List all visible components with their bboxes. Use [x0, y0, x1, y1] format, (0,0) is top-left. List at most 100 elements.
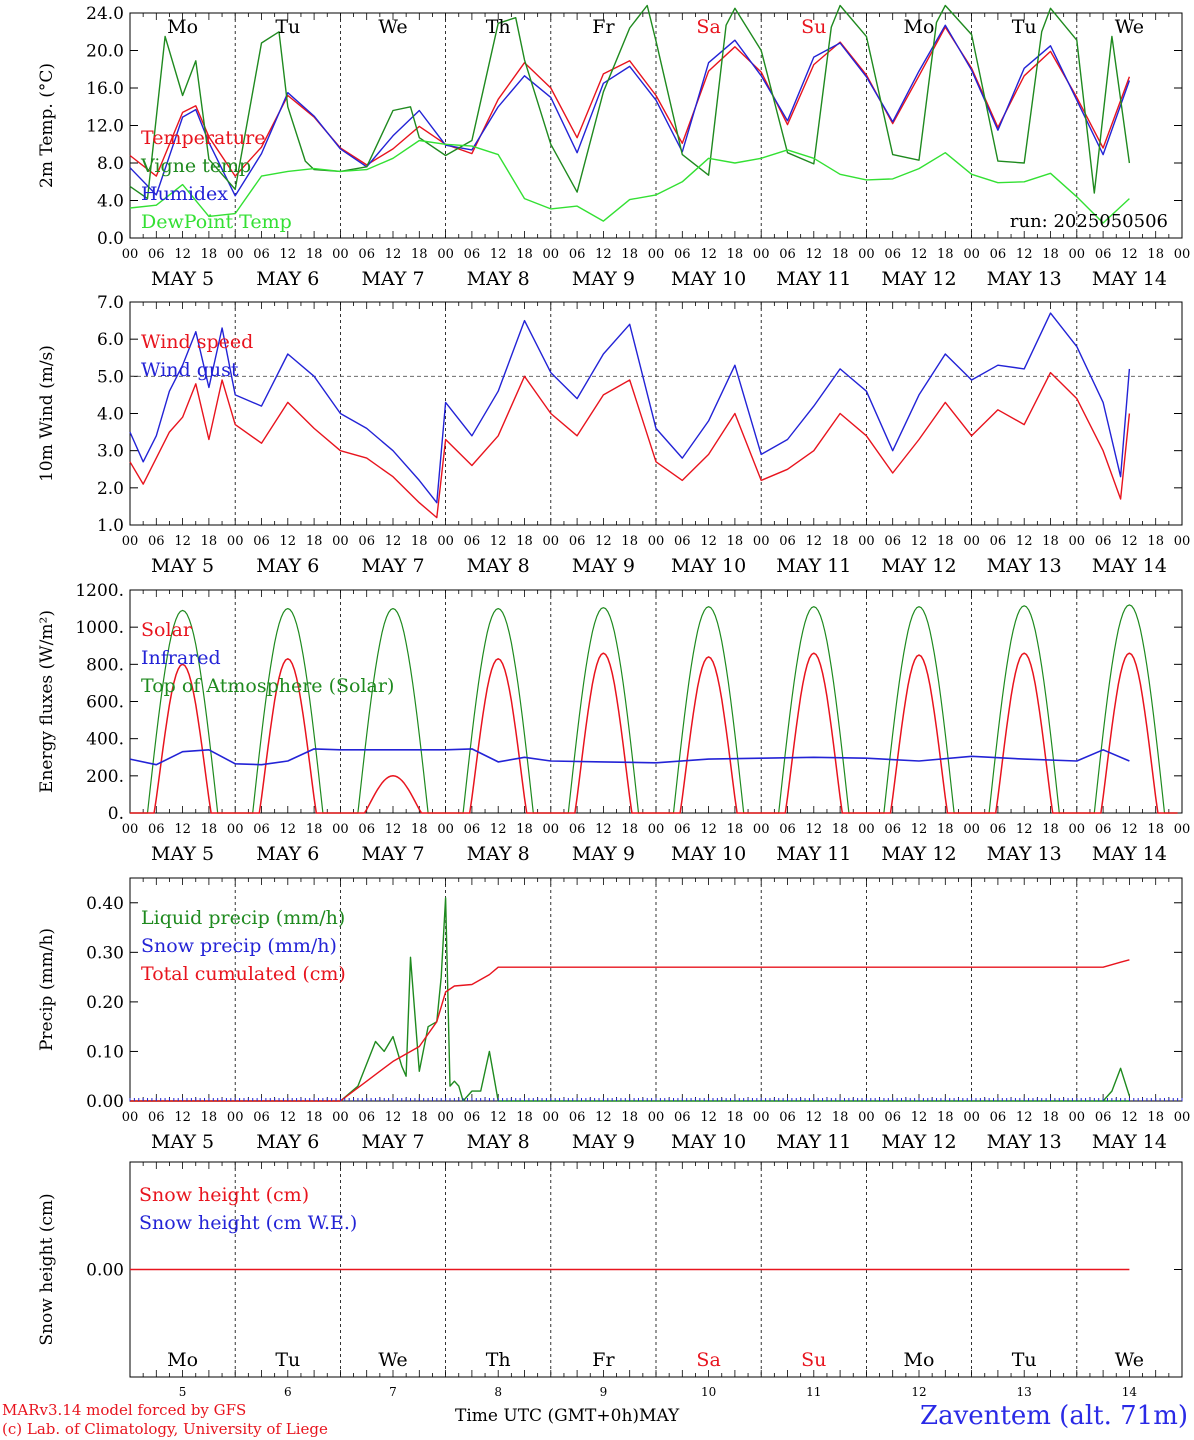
hour-tick-label: 12 [280, 822, 297, 837]
hour-tick-label: 06 [569, 247, 586, 262]
hour-tick-label: 06 [253, 247, 270, 262]
hour-tick-label: 12 [1121, 247, 1138, 262]
y-tick-label: 7.0 [97, 293, 124, 313]
hour-tick-label: 12 [385, 1110, 402, 1125]
legend-entry: Vigne temp [140, 155, 251, 177]
date-label: MAY 14 [1092, 1131, 1167, 1153]
hour-tick-label: 12 [280, 1110, 297, 1125]
hour-tick-label: 18 [201, 534, 218, 549]
hour-tick-label: 12 [490, 534, 507, 549]
day-number-label: 13 [1017, 1385, 1032, 1399]
hour-tick-label: 06 [674, 247, 691, 262]
hour-tick-label: 06 [464, 534, 481, 549]
hour-tick-label: 12 [1121, 534, 1138, 549]
hour-tick-label: 18 [727, 534, 744, 549]
hour-tick-label: 06 [148, 247, 165, 262]
hour-tick-label: 12 [1016, 534, 1033, 549]
date-label: MAY 5 [151, 843, 214, 865]
date-label: MAY 6 [256, 843, 319, 865]
hour-tick-label: 06 [990, 534, 1007, 549]
day-number-label: 10 [701, 1385, 716, 1399]
hour-tick-label: 18 [1147, 247, 1164, 262]
hour-tick-label: 00 [858, 247, 875, 262]
series-wind-speed [129, 371, 1131, 519]
hour-tick-label: 18 [727, 1110, 744, 1125]
date-label: MAY 5 [151, 1131, 214, 1153]
hour-tick-label: 12 [806, 534, 823, 549]
weekday-label: Mo [904, 1349, 935, 1371]
date-label: MAY 6 [256, 268, 319, 290]
hour-tick-label: 12 [174, 534, 191, 549]
hour-tick-label: 06 [253, 822, 270, 837]
hour-tick-label: 00 [1174, 1110, 1191, 1125]
date-label: MAY 6 [256, 555, 319, 577]
hour-tick-label: 00 [858, 534, 875, 549]
y-tick-label: 1200. [75, 581, 124, 601]
station-name: Zaventem (alt. 71m) [920, 1401, 1188, 1431]
hour-tick-label: 00 [543, 1110, 560, 1125]
hour-tick-label: 00 [122, 247, 139, 262]
hour-tick-label: 00 [543, 534, 560, 549]
date-label: MAY 14 [1092, 843, 1167, 865]
y-tick-label: 800. [86, 655, 124, 675]
date-label: MAY 8 [467, 555, 530, 577]
hour-tick-label: 06 [779, 822, 796, 837]
date-label: MAY 10 [671, 843, 746, 865]
hour-tick-label: 00 [332, 1110, 349, 1125]
date-label: MAY 10 [671, 1131, 746, 1153]
y-tick-label: 4.0 [97, 192, 124, 212]
hour-tick-label: 06 [358, 534, 375, 549]
hour-tick-label: 06 [884, 247, 901, 262]
hour-tick-label: 00 [753, 247, 770, 262]
series-dewpoint-temp [129, 139, 1130, 224]
plot-frame-temperature [129, 12, 1183, 239]
weekday-label: Tu [275, 1349, 300, 1371]
hour-tick-label: 00 [1174, 534, 1191, 549]
hour-tick-label: 12 [595, 247, 612, 262]
hour-tick-label: 12 [174, 822, 191, 837]
weekday-label: Tu [275, 16, 300, 38]
y-tick-label: 1000. [75, 618, 124, 638]
hour-tick-label: 00 [963, 1110, 980, 1125]
plot-frame-wind [129, 301, 1183, 526]
date-label: MAY 6 [256, 1131, 319, 1153]
legend-entry: Snow height (cm W.E.) [139, 1212, 357, 1234]
weekday-label: Tu [1012, 1349, 1037, 1371]
hour-tick-label: 00 [648, 1110, 665, 1125]
hour-tick-label: 00 [332, 534, 349, 549]
hour-tick-label: 18 [306, 247, 323, 262]
y-tick-label: 2.0 [97, 479, 124, 499]
day-number-label: 12 [911, 1385, 926, 1399]
hour-tick-label: 12 [911, 534, 928, 549]
legend-entry: Humidex [141, 183, 228, 205]
hour-tick-label: 18 [621, 534, 638, 549]
hour-tick-label: 06 [569, 534, 586, 549]
date-label: MAY 12 [881, 268, 956, 290]
model-credit: MARv3.14 model forced by GFS [2, 1401, 247, 1419]
hour-tick-label: 18 [1042, 822, 1059, 837]
date-label: MAY 8 [467, 268, 530, 290]
legend-entry: Temperature [141, 127, 265, 149]
y-tick-label: 12.0 [86, 117, 124, 137]
date-label: MAY 9 [572, 555, 635, 577]
hour-tick-label: 00 [332, 247, 349, 262]
hour-tick-label: 18 [201, 247, 218, 262]
hour-tick-label: 00 [227, 1110, 244, 1125]
hour-tick-label: 12 [1016, 822, 1033, 837]
y-tick-label: 600. [86, 693, 124, 713]
series-top-of-atmosphere [130, 604, 1178, 814]
hour-tick-label: 12 [700, 822, 717, 837]
date-label: MAY 5 [151, 268, 214, 290]
hour-tick-label: 00 [963, 534, 980, 549]
hour-tick-label: 00 [858, 1110, 875, 1125]
hour-tick-label: 18 [1042, 247, 1059, 262]
hour-tick-label: 18 [516, 534, 533, 549]
date-label: MAY 11 [776, 555, 851, 577]
hour-tick-label: 06 [1095, 1110, 1112, 1125]
weekday-label: We [1115, 1349, 1144, 1371]
hour-tick-label: 00 [1174, 822, 1191, 837]
hour-tick-label: 06 [358, 822, 375, 837]
hour-tick-label: 06 [674, 1110, 691, 1125]
hour-tick-label: 18 [411, 1110, 428, 1125]
hour-tick-label: 06 [569, 1110, 586, 1125]
